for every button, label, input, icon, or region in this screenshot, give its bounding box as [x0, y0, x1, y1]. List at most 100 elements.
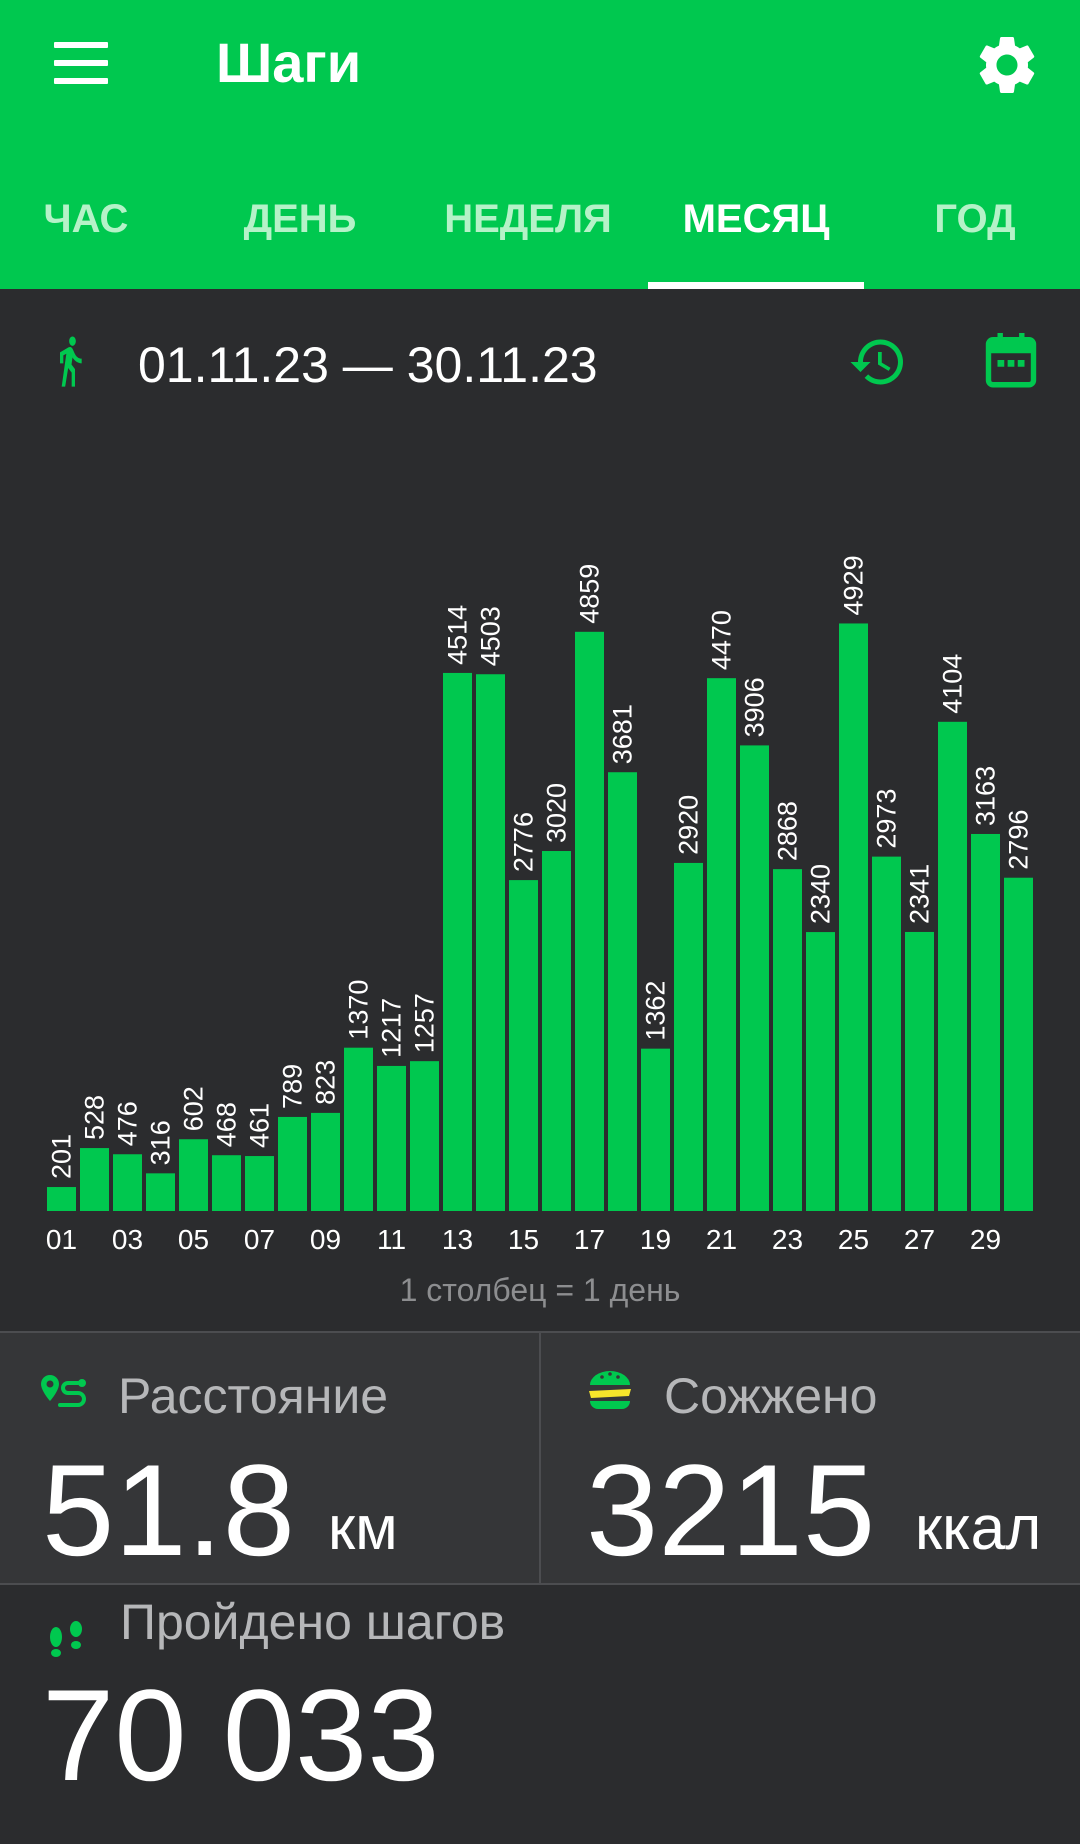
bar-day-16[interactable] — [542, 851, 571, 1211]
tab-week[interactable]: НЕДЕЛЯ — [444, 197, 612, 241]
distance-unit: км — [328, 1494, 398, 1563]
bar-day-17[interactable] — [575, 631, 604, 1211]
menu-icon[interactable] — [50, 38, 114, 88]
x-tick-label: 07 — [244, 1224, 275, 1255]
app-bar: Шаги ЧАС ДЕНЬ НЕДЕЛЯ МЕСЯЦ ГОД — [0, 0, 1080, 289]
bar-day-19[interactable] — [641, 1048, 670, 1211]
bar-value-label: 461 — [245, 1103, 275, 1148]
bar-day-13[interactable] — [443, 672, 472, 1211]
bar-day-22[interactable] — [740, 745, 769, 1211]
bar-day-04[interactable] — [146, 1173, 175, 1211]
x-tick-label: 11 — [377, 1224, 406, 1255]
bar-value-label: 1257 — [410, 993, 440, 1053]
bar-day-18[interactable] — [608, 772, 637, 1211]
bar-day-25[interactable] — [839, 623, 868, 1211]
bar-day-20[interactable] — [674, 862, 703, 1211]
gear-icon[interactable] — [972, 30, 1042, 100]
x-tick-label: 01 — [46, 1224, 77, 1255]
tab-hour[interactable]: ЧАС — [43, 197, 129, 241]
date-range: 01.11.23 — 30.11.23 — [138, 337, 598, 393]
bar-value-label: 2920 — [674, 795, 704, 855]
bar-value-label: 4859 — [575, 564, 605, 624]
bar-day-06[interactable] — [212, 1155, 241, 1211]
bar-day-26[interactable] — [872, 856, 901, 1211]
bar-value-label: 2341 — [905, 864, 935, 924]
x-tick-label: 25 — [838, 1224, 869, 1255]
bar-day-28[interactable] — [938, 721, 967, 1211]
x-tick-label: 23 — [772, 1224, 803, 1255]
distance-label: Расстояние — [118, 1368, 389, 1424]
bar-value-label: 823 — [311, 1060, 341, 1105]
distance-card: Расстояние 51.8 км — [0, 1333, 540, 1583]
tab-month[interactable]: МЕСЯЦ — [682, 197, 830, 241]
bar-value-label: 3681 — [608, 704, 638, 764]
steps-value: 70 033 — [42, 1662, 440, 1808]
calories-card: Сожжено 3215 ккал — [541, 1333, 1080, 1583]
bar-day-05[interactable] — [179, 1139, 208, 1211]
bar-value-label: 1370 — [344, 980, 374, 1040]
bar-day-24[interactable] — [806, 932, 835, 1211]
divider — [539, 1333, 541, 1583]
footprints-icon — [46, 1621, 86, 1671]
bar-day-30[interactable] — [1004, 877, 1033, 1211]
x-tick-label: 03 — [112, 1224, 143, 1255]
bar-day-10[interactable] — [344, 1047, 373, 1211]
route-icon — [38, 1373, 90, 1417]
period-header: 01.11.23 — 30.11.23 — [0, 330, 1080, 400]
walk-icon — [50, 333, 90, 389]
bar-day-07[interactable] — [245, 1156, 274, 1211]
bar-value-label: 4470 — [707, 610, 737, 670]
bar-value-label: 468 — [212, 1102, 242, 1147]
x-tick-label: 21 — [706, 1224, 737, 1255]
x-tick-label: 13 — [442, 1224, 473, 1255]
bar-value-label: 4104 — [938, 654, 968, 714]
bar-value-label: 1362 — [641, 981, 671, 1041]
active-tab-indicator — [648, 282, 864, 289]
period-tabs: ЧАС ДЕНЬ НЕДЕЛЯ МЕСЯЦ ГОД — [0, 180, 1080, 289]
chart-caption: 1 столбец = 1 день — [399, 1272, 681, 1308]
calendar-icon[interactable] — [984, 330, 1038, 390]
bar-day-09[interactable] — [311, 1112, 340, 1211]
tab-year[interactable]: ГОД — [934, 197, 1016, 241]
bar-day-23[interactable] — [773, 869, 802, 1211]
steps-card: Пройдено шагов 70 033 — [0, 1585, 1080, 1844]
bar-day-08[interactable] — [278, 1116, 307, 1211]
distance-value: 51.8 — [42, 1437, 296, 1583]
bar-day-29[interactable] — [971, 833, 1000, 1211]
bar-value-label: 3163 — [971, 766, 1001, 826]
bar-day-03[interactable] — [113, 1154, 142, 1211]
bar-day-21[interactable] — [707, 678, 736, 1211]
bar-value-label: 3020 — [542, 783, 572, 843]
bar-day-01[interactable] — [47, 1187, 76, 1211]
bar-value-label: 2868 — [773, 801, 803, 861]
bar-value-label: 316 — [146, 1120, 176, 1165]
bar-value-label: 1217 — [377, 998, 407, 1058]
bar-day-14[interactable] — [476, 674, 505, 1211]
bar-value-label: 789 — [278, 1064, 308, 1109]
bar-value-label: 2776 — [509, 812, 539, 872]
divider — [0, 1331, 1080, 1333]
bar-value-label: 2796 — [1004, 810, 1034, 870]
tab-day[interactable]: ДЕНЬ — [243, 197, 357, 241]
bar-value-label: 3906 — [740, 677, 770, 737]
bar-day-02[interactable] — [80, 1148, 109, 1211]
history-icon[interactable] — [848, 332, 908, 392]
calories-unit: ккал — [915, 1494, 1042, 1563]
x-tick-label: 17 — [574, 1224, 605, 1255]
steps-label: Пройдено шагов — [120, 1594, 506, 1650]
x-tick-label: 09 — [310, 1224, 341, 1255]
bar-day-27[interactable] — [905, 931, 934, 1211]
bar-day-12[interactable] — [410, 1061, 439, 1211]
steps-chart: 201 528 476 316 602 468 461 789 823 1370 1217 1257 4… — [0, 400, 1080, 1320]
bar-day-15[interactable] — [509, 880, 538, 1211]
bar-value-label: 528 — [80, 1095, 110, 1140]
bar-day-11[interactable] — [377, 1065, 406, 1211]
bar-value-label: 476 — [113, 1101, 143, 1146]
bar-value-label: 4514 — [443, 605, 473, 665]
bar-value-label: 4929 — [839, 555, 869, 615]
x-tick-label: 19 — [640, 1224, 671, 1255]
burger-icon — [585, 1365, 635, 1415]
bar-value-label: 201 — [47, 1134, 77, 1179]
x-tick-label: 29 — [970, 1224, 1001, 1255]
